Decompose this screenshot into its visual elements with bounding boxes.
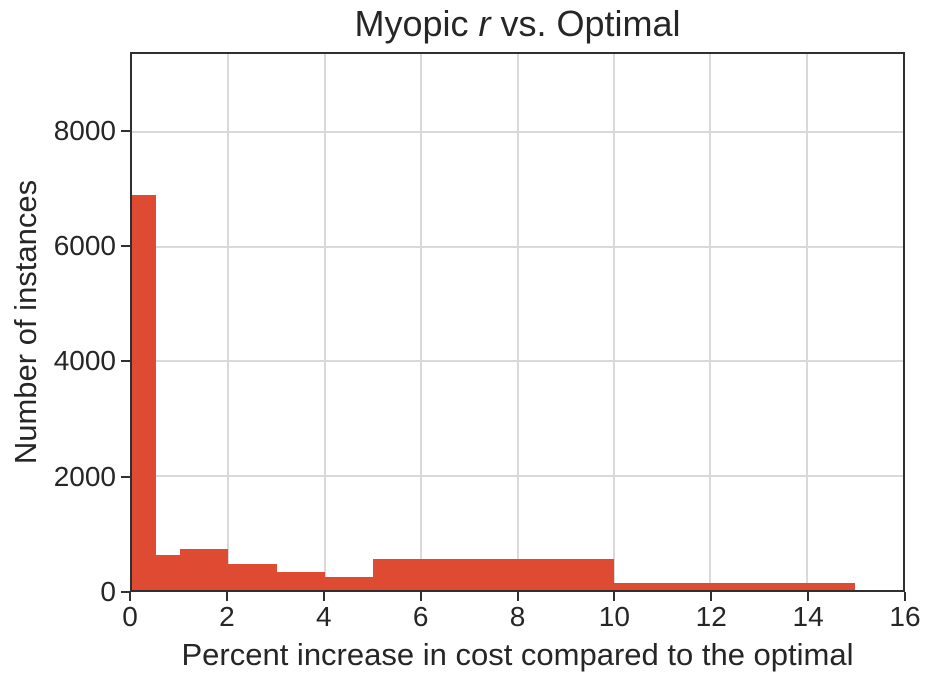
y-axis-ticks: 0 2000 4000 6000 8000: [0, 52, 130, 606]
x-tick-mark: [322, 592, 325, 601]
histogram-bar: [613, 583, 855, 590]
x-tick-label: 12: [695, 601, 727, 632]
histogram-bar: [156, 554, 181, 590]
x-axis-label: Percent increase in cost compared to the…: [130, 636, 905, 680]
histogram-bar: [180, 548, 229, 590]
x-tick-label: 0: [122, 601, 138, 632]
h-gridline: [132, 474, 903, 477]
v-gridline: [323, 54, 326, 590]
y-tick-mark: [121, 475, 130, 478]
y-tick-label: 8000: [53, 114, 116, 146]
plot-area: [130, 52, 905, 592]
v-gridline: [227, 54, 230, 590]
y-tick-mark: [121, 129, 130, 132]
x-tick-label: 8: [509, 601, 526, 632]
x-tick-mark: [807, 592, 810, 601]
y-tick-mark: [121, 591, 130, 593]
x-tick-label: 16: [889, 601, 921, 632]
y-tick-mark: [121, 245, 130, 248]
y-tick-label: 6000: [53, 230, 116, 262]
h-gridline: [132, 131, 903, 134]
y-tick-label: 0: [100, 576, 116, 607]
h-gridline: [132, 360, 903, 363]
x-tick-mark: [904, 592, 906, 601]
x-tick-mark: [710, 592, 713, 601]
x-axis-ticks: 0 2 4 6 8 10 12 14 16: [122, 592, 921, 634]
x-tick-label: 2: [219, 601, 235, 632]
x-tick-label: 10: [598, 601, 630, 632]
x-tick-mark: [516, 592, 519, 601]
v-gridline: [516, 54, 519, 590]
v-gridline: [612, 54, 615, 590]
chart-title-suffix: vs. Optimal: [490, 3, 681, 44]
x-axis-label-text: Percent increase in cost compared to the…: [181, 637, 854, 672]
histogram-bar: [132, 195, 157, 590]
v-gridline: [805, 54, 808, 590]
x-tick-mark: [419, 592, 422, 601]
histogram-bar: [228, 564, 277, 590]
y-tick-label: 2000: [53, 460, 116, 492]
v-gridline: [420, 54, 423, 590]
chart-title-prefix: Myopic: [354, 3, 479, 44]
y-tick-mark: [121, 360, 130, 363]
h-gridline: [132, 245, 903, 248]
chart-title-variable: r: [478, 3, 491, 44]
x-tick-label: 4: [315, 601, 332, 632]
x-tick-mark: [225, 592, 228, 601]
chart-title: Myopic r vs. Optimal: [130, 2, 905, 50]
histogram-bar: [372, 559, 614, 590]
histogram-bar: [276, 572, 325, 590]
x-tick-mark: [613, 592, 616, 601]
x-tick-label: 14: [792, 601, 824, 632]
x-tick-mark: [129, 592, 131, 601]
histogram-bar: [324, 577, 373, 590]
v-gridline: [709, 54, 712, 590]
y-tick-label: 4000: [53, 345, 116, 377]
x-tick-label: 6: [412, 601, 429, 632]
